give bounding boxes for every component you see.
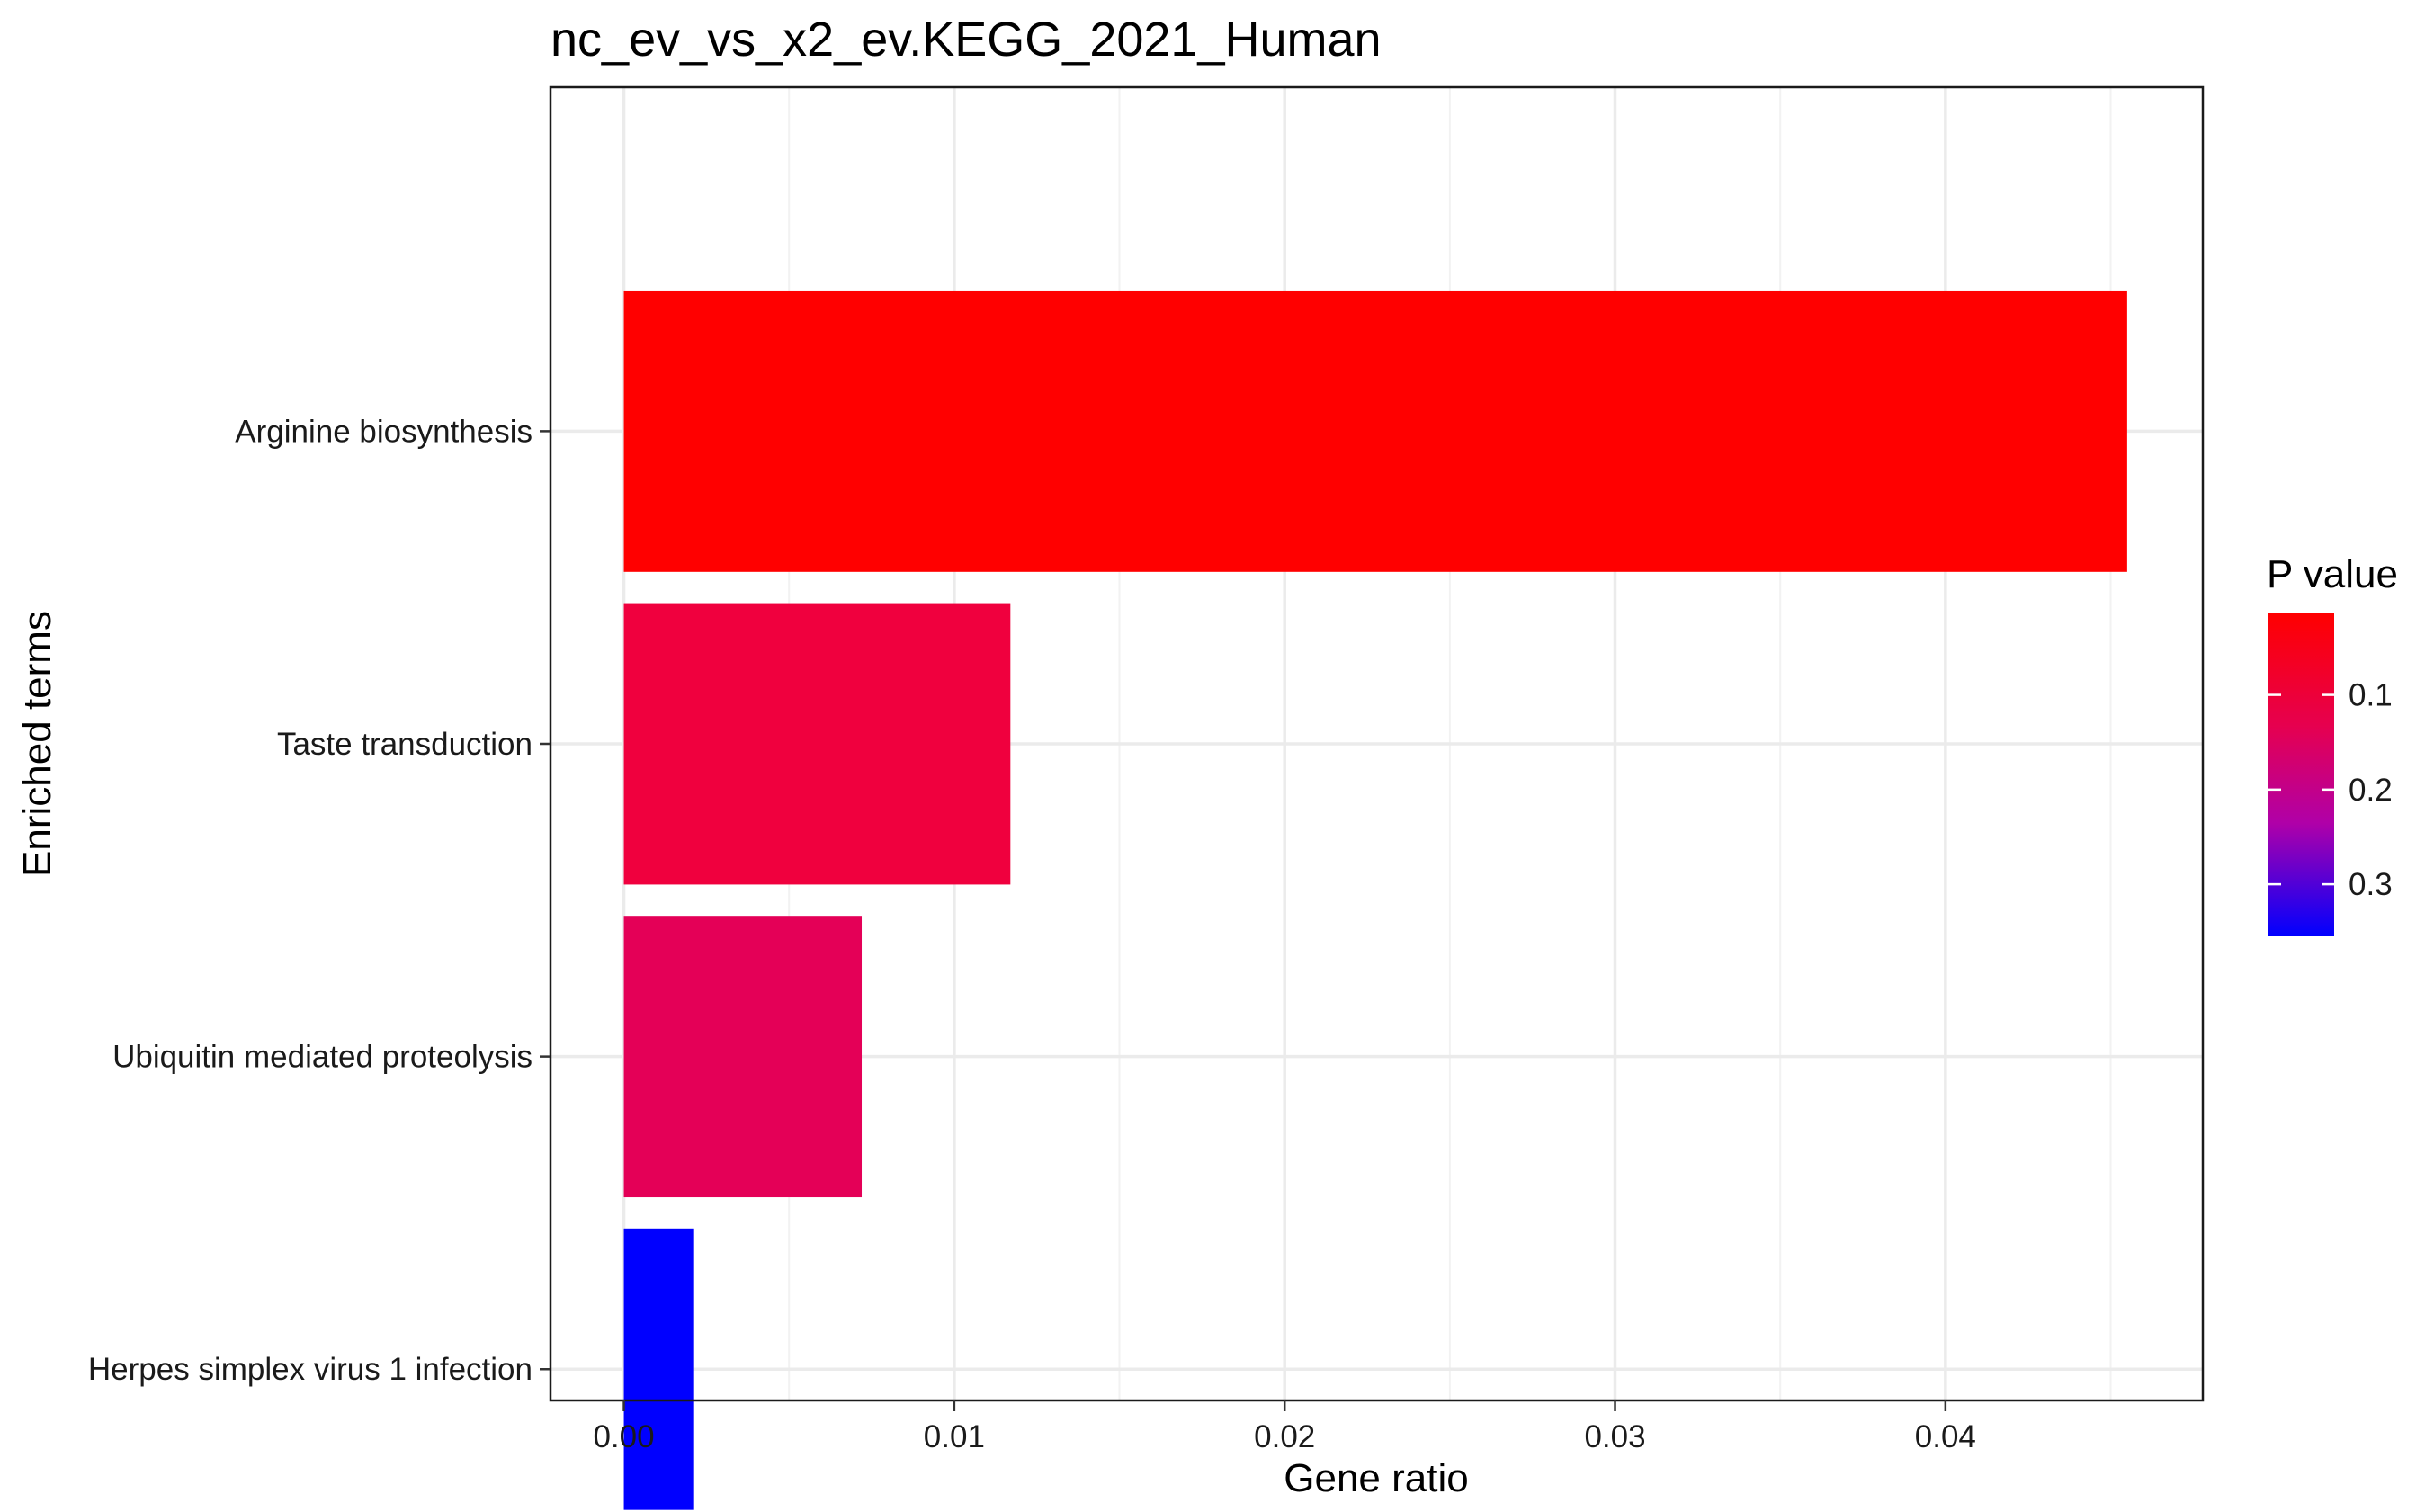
x-tick-label: 0.01 [924, 1419, 985, 1454]
x-tick-label: 0.00 [593, 1419, 654, 1454]
legend-colorbar [2268, 613, 2334, 936]
y-tick-label: Ubiquitin mediated proteolysis [112, 1040, 532, 1075]
legend-tick-label: 0.2 [2349, 773, 2393, 808]
y-axis-title: Enriched terms [15, 611, 59, 877]
y-tick-label: Arginine biosynthesis [235, 414, 532, 449]
chart-title: nc_ev_vs_x2_ev.KEGG_2021_Human [550, 13, 1382, 67]
y-tick-label: Taste transduction [277, 727, 532, 762]
y-tick-label: Herpes simplex virus 1 infection [88, 1352, 532, 1387]
x-axis: 0.00 0.01 0.02 0.03 0.04 [593, 1400, 1976, 1454]
bars [623, 290, 2127, 1510]
legend-tick-label: 0.3 [2349, 867, 2393, 902]
x-tick-label: 0.03 [1584, 1419, 1645, 1454]
x-axis-title: Gene ratio [1284, 1456, 1468, 1500]
bar-arginine-biosynthesis [623, 290, 2127, 572]
x-tick-label: 0.04 [1915, 1419, 1976, 1454]
legend-ticks: 0.1 0.2 0.3 [2268, 678, 2393, 902]
plot-panel [549, 85, 2205, 1510]
x-tick-label: 0.02 [1254, 1419, 1315, 1454]
legend: P value 0.1 0.2 0.3 [2267, 552, 2398, 936]
bar-taste-transduction [623, 603, 1011, 885]
legend-title: P value [2267, 552, 2398, 596]
legend-tick-label: 0.1 [2349, 678, 2393, 713]
y-axis: Arginine biosynthesis Taste transduction U… [88, 414, 550, 1387]
bar-herpes-simplex-virus-1-infection [623, 1228, 694, 1510]
bar-ubiquitin-mediated-proteolysis [623, 916, 863, 1198]
